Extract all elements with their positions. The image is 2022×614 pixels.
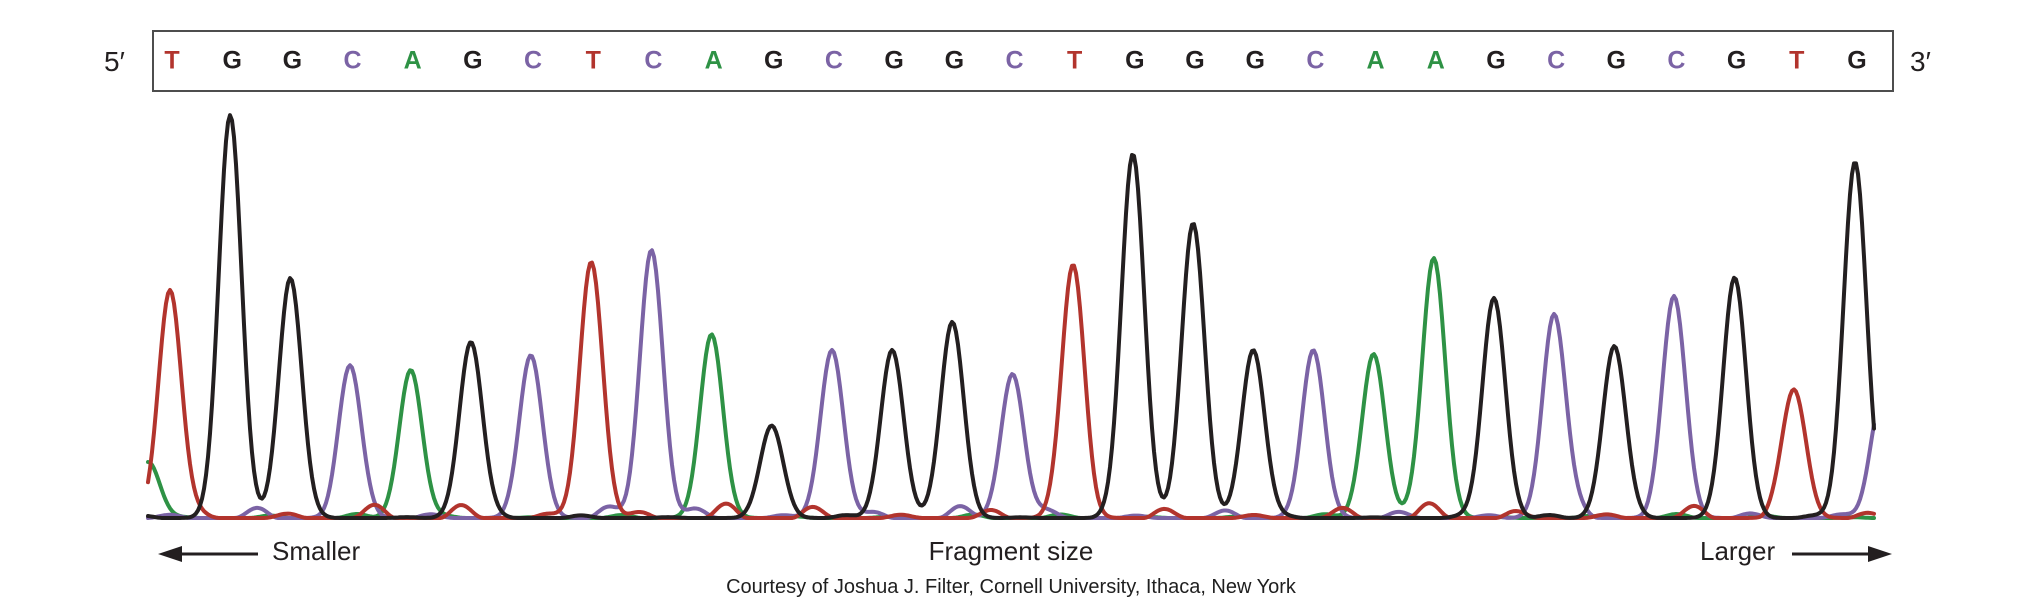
three-prime-label: 3′ bbox=[1910, 46, 1931, 77]
smaller-arrow-icon bbox=[158, 546, 258, 562]
base-letter-29: G bbox=[1847, 46, 1867, 75]
base-letter-4: C bbox=[343, 46, 362, 75]
base-letter-2: G bbox=[222, 46, 242, 75]
base-letter-13: G bbox=[884, 46, 904, 75]
larger-label: Larger bbox=[1700, 536, 1776, 566]
base-letter-20: C bbox=[1306, 46, 1325, 75]
base-letter-15: C bbox=[1005, 46, 1024, 75]
base-letter-17: G bbox=[1125, 46, 1145, 75]
base-letter-22: A bbox=[1426, 46, 1445, 75]
base-letter-24: C bbox=[1547, 46, 1566, 75]
base-letter-9: C bbox=[644, 46, 663, 75]
fragment-size-label: Fragment size bbox=[928, 536, 1094, 566]
base-letter-8: T bbox=[585, 46, 601, 75]
base-letter-27: G bbox=[1726, 46, 1747, 75]
base-letter-14: G bbox=[944, 46, 965, 75]
base-letter-12: C bbox=[824, 46, 843, 75]
larger-arrow-icon bbox=[1792, 546, 1892, 562]
trace-channel-T bbox=[146, 260, 1876, 520]
trace-channel-A bbox=[146, 256, 1876, 520]
base-letter-16: T bbox=[1067, 46, 1083, 75]
smaller-label: Smaller bbox=[272, 536, 361, 566]
base-letter-21: A bbox=[1366, 46, 1385, 75]
base-letter-1: T bbox=[164, 46, 180, 75]
base-letter-10: A bbox=[704, 46, 723, 75]
base-letter-26: C bbox=[1667, 46, 1686, 75]
trace-channel-G bbox=[146, 113, 1876, 520]
base-letter-23: G bbox=[1486, 46, 1506, 75]
base-letter-25: G bbox=[1606, 46, 1627, 75]
base-letter-3: G bbox=[282, 46, 303, 75]
base-letter-6: G bbox=[463, 46, 483, 75]
base-letter-28: T bbox=[1789, 46, 1805, 75]
base-letter-5: A bbox=[403, 46, 422, 75]
base-letter-19: G bbox=[1245, 46, 1265, 75]
courtesy-caption: Courtesy of Joshua J. Filter, Cornell Un… bbox=[726, 576, 1296, 598]
base-letter-7: C bbox=[524, 46, 543, 75]
base-letter-11: G bbox=[764, 46, 784, 75]
base-letter-18: G bbox=[1185, 46, 1205, 75]
five-prime-label: 5′ bbox=[104, 46, 125, 77]
